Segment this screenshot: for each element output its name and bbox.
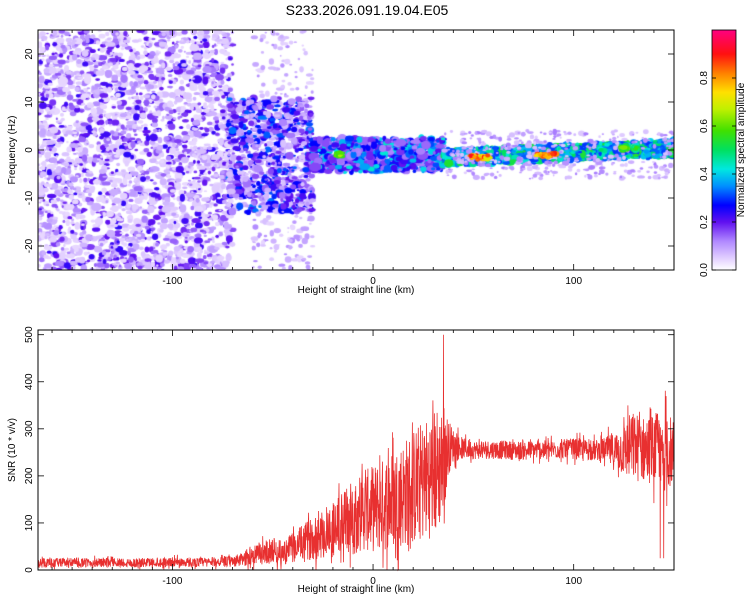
colorbar-tick-label: 0.4 xyxy=(699,167,710,181)
y-tick-label: 100 xyxy=(24,514,35,531)
colorbar: 0.0 0.2 0.4 0.6 0.8 Normalized spectral ampl… xyxy=(699,29,747,277)
snr-panel: -100 0 100 0 100 200 300 400 500 Height of strai… xyxy=(7,326,675,595)
y-tick-label: 10 xyxy=(24,96,35,108)
y-tick-label: 200 xyxy=(24,467,35,484)
snr-x-axis-label: Height of straight line (km) xyxy=(298,584,415,595)
colorbar-tick-label: 0.8 xyxy=(699,71,710,85)
spectrogram-frame xyxy=(37,29,675,271)
spectrogram-y-axis-label: Frequency (Hz) xyxy=(7,116,18,185)
y-tick-label: 500 xyxy=(24,326,35,343)
x-tick-label: 100 xyxy=(565,276,582,287)
y-tick-label: 0 xyxy=(24,567,35,573)
y-tick-label: 300 xyxy=(24,420,35,437)
x-tick-label: -100 xyxy=(162,576,182,587)
y-tick-label: -10 xyxy=(24,190,35,205)
y-tick-label: 20 xyxy=(24,48,35,60)
colorbar-tick-label: 0.6 xyxy=(699,119,710,133)
snr-series-line xyxy=(37,334,675,572)
x-tick-label: 0 xyxy=(370,276,376,287)
x-tick-label: 0 xyxy=(370,576,376,587)
colorbar-label: Normalized spectral amplitude xyxy=(736,82,747,217)
figure-title: S233.2026.091.19.04.E05 xyxy=(286,2,449,18)
spectrogram-x-axis-label: Height of straight line (km) xyxy=(298,285,415,296)
x-tick-label: -100 xyxy=(162,276,182,287)
y-tick-label: 0 xyxy=(24,147,35,153)
spectrogram-image xyxy=(38,30,674,270)
y-tick-label: 400 xyxy=(24,373,35,390)
y-tick-label: -20 xyxy=(24,238,35,253)
colorbar-ticks: 0.0 0.2 0.4 0.6 0.8 xyxy=(699,71,736,277)
snr-frame xyxy=(37,329,675,571)
colorbar-tick-label: 0.0 xyxy=(699,263,710,277)
x-tick-label: 100 xyxy=(565,576,582,587)
snr-y-axis-label: SNR (10 * v/v) xyxy=(7,418,18,482)
colorbar-gradient xyxy=(711,29,737,271)
colorbar-tick-label: 0.2 xyxy=(699,215,710,229)
